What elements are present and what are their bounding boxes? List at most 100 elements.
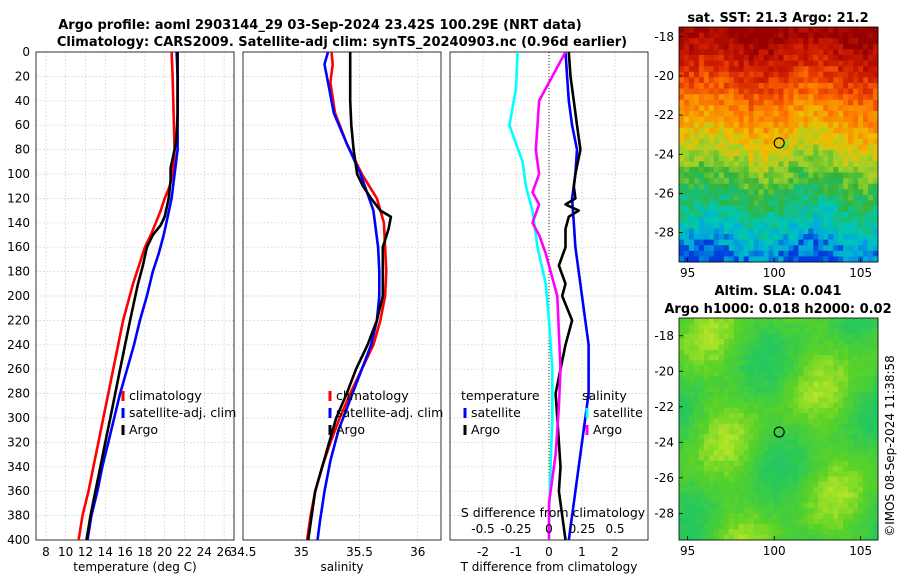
heatmap-cell	[703, 497, 710, 504]
heatmap-cell	[679, 333, 685, 340]
heatmap-cell	[788, 323, 794, 329]
heatmap-cell	[788, 77, 794, 84]
heatmap-cell	[768, 150, 774, 157]
heatmap-cell	[743, 222, 750, 229]
heatmap-cell	[743, 245, 750, 252]
heatmap-cell	[833, 133, 839, 140]
heatmap-cell	[863, 381, 869, 388]
heatmap-cell	[693, 476, 700, 483]
heatmap-cell	[693, 228, 700, 235]
heatmap-cell	[713, 397, 720, 403]
heatmap-cell	[868, 360, 874, 366]
heatmap-cell	[753, 189, 760, 196]
heatmap-cell	[698, 217, 705, 224]
heatmap-cell	[728, 99, 735, 106]
heatmap-cell	[768, 344, 774, 351]
heatmap-cell	[793, 150, 799, 157]
heatmap-cell	[773, 43, 779, 50]
heatmap-cell	[858, 189, 864, 196]
heatmap-cell	[773, 455, 779, 462]
heatmap-cell	[798, 439, 804, 446]
heatmap-cell	[853, 32, 859, 39]
heatmap-cell	[733, 455, 740, 462]
heatmap-cell	[683, 38, 690, 45]
heatmap-cell	[738, 150, 745, 157]
heatmap-cell	[788, 32, 794, 39]
heatmap-cell	[783, 492, 789, 499]
heatmap-cell	[873, 166, 879, 173]
heatmap-cell	[813, 460, 819, 467]
heatmap-cell	[703, 66, 710, 73]
x-tick-label: 16	[117, 545, 132, 559]
heatmap-cell	[813, 122, 819, 129]
heatmap-cell	[748, 444, 755, 451]
legend-temperature-title: temperature	[461, 388, 540, 403]
heatmap-cell	[783, 392, 789, 398]
heatmap-cell	[683, 178, 690, 185]
heatmap-cell	[783, 88, 789, 95]
heatmap-cell	[813, 376, 819, 382]
heatmap-cell	[798, 150, 804, 157]
heatmap-cell	[853, 365, 859, 372]
heatmap-cell	[723, 476, 730, 483]
heatmap-cell	[679, 211, 685, 218]
heatmap-cell	[873, 365, 879, 372]
heatmap-cell	[768, 183, 774, 190]
heatmap-cell	[823, 77, 829, 84]
heatmap-cell	[679, 407, 685, 414]
heatmap-cell	[803, 150, 809, 157]
heatmap-cell	[853, 450, 859, 456]
heatmap-cell	[763, 339, 769, 345]
heatmap-cell	[863, 397, 869, 403]
heatmap-cell	[818, 407, 824, 414]
heatmap-cell	[838, 476, 844, 483]
heatmap-cell	[808, 503, 814, 509]
heatmap-cell	[798, 508, 804, 514]
heatmap-cell	[793, 476, 799, 483]
heatmap-cell	[768, 245, 774, 252]
heatmap-cell	[748, 376, 755, 382]
heatmap-cell	[863, 155, 869, 162]
heatmap-cell	[838, 245, 844, 252]
heatmap-cell	[818, 529, 824, 536]
heatmap-cell	[738, 200, 745, 207]
heatmap-cell	[713, 144, 720, 151]
heatmap-cell	[683, 189, 690, 196]
sla-map-title-2: Argo h1000: 0.018 h2000: 0.02	[664, 302, 891, 317]
heatmap-cell	[703, 178, 710, 185]
heatmap-cell	[868, 217, 874, 224]
heatmap-cell	[838, 172, 844, 179]
heatmap-cell	[763, 497, 769, 504]
heatmap-cell	[798, 99, 804, 106]
heatmap-cell	[838, 508, 844, 514]
heatmap-cell	[718, 349, 725, 356]
heatmap-cell	[763, 476, 769, 483]
heatmap-cell	[768, 77, 774, 84]
heatmap-cell	[698, 460, 705, 467]
heatmap-cell	[768, 110, 774, 117]
heatmap-cell	[723, 217, 730, 224]
heatmap-cell	[698, 172, 705, 179]
heatmap-cell	[723, 172, 730, 179]
heatmap-cell	[788, 217, 794, 224]
heatmap-cell	[713, 333, 720, 340]
heatmap-cell	[813, 508, 819, 514]
heatmap-cell	[783, 534, 789, 541]
heatmap-cell	[793, 429, 799, 435]
x-axis-label: T difference from climatology	[460, 560, 638, 574]
heatmap-cell	[768, 122, 774, 129]
heatmap-cell	[803, 217, 809, 224]
heatmap-cell	[818, 228, 824, 235]
heatmap-cell	[858, 99, 864, 106]
heatmap-cell	[713, 239, 720, 246]
heatmap-cell	[688, 194, 695, 201]
heatmap-cell	[838, 228, 844, 235]
heatmap-cell	[743, 71, 750, 78]
heatmap-cell	[718, 328, 725, 335]
heatmap-cell	[828, 524, 834, 530]
heatmap-cell	[758, 172, 764, 179]
heatmap-cell	[818, 460, 824, 467]
heatmap-cell	[808, 256, 814, 263]
heatmap-cell	[683, 318, 690, 324]
heatmap-cell	[853, 155, 859, 162]
